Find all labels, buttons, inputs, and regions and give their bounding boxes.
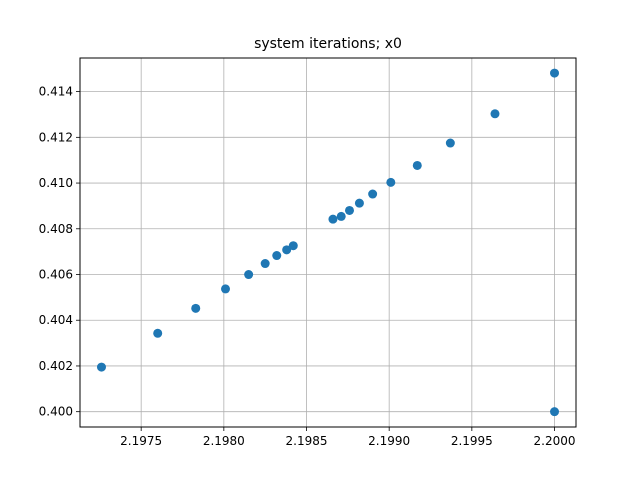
data-point — [272, 251, 282, 261]
data-point — [153, 328, 163, 338]
data-point — [550, 407, 560, 417]
data-point — [328, 214, 338, 224]
y-tick-label: 0.412 — [39, 130, 73, 144]
y-axis: 0.400 0.402 0.404 0.406 0.408 0.410 0.412 0.414 — [39, 85, 80, 419]
data-point — [336, 211, 346, 221]
y-tick-label: 0.404 — [39, 313, 73, 327]
x-tick-label: 2.1980 — [203, 434, 245, 448]
data-point — [445, 138, 455, 148]
data-point — [220, 284, 230, 294]
data-point — [550, 68, 560, 78]
x-tick-label: 2.1995 — [451, 434, 493, 448]
y-tick-label: 0.400 — [39, 405, 73, 419]
data-point — [191, 303, 201, 313]
data-point — [354, 198, 364, 208]
axes-frame — [79, 57, 577, 428]
chart-title: system iterations; x0 — [254, 36, 402, 52]
data-point — [244, 270, 254, 280]
x-tick-label: 2.2000 — [534, 434, 576, 448]
data-point — [288, 241, 298, 251]
data-point — [368, 189, 378, 199]
data-point — [490, 109, 500, 119]
data-point — [386, 177, 396, 187]
y-tick-label: 0.408 — [39, 222, 73, 236]
data-point — [96, 362, 106, 372]
data-point — [282, 245, 292, 255]
x-tick-label: 2.1975 — [120, 434, 162, 448]
grid-lines — [80, 58, 576, 427]
y-tick-label: 0.414 — [39, 85, 73, 99]
data-point — [344, 205, 354, 215]
y-tick-label: 0.410 — [39, 176, 73, 190]
data-point — [412, 160, 422, 170]
data-points — [96, 68, 560, 417]
y-tick-label: 0.402 — [39, 359, 73, 373]
x-axis: 2.1975 2.1980 2.1985 2.1990 2.1995 2.2000 — [120, 427, 576, 448]
x-tick-label: 2.1985 — [286, 434, 328, 448]
x-tick-label: 2.1990 — [368, 434, 410, 448]
data-point — [260, 259, 270, 269]
y-tick-label: 0.406 — [39, 268, 73, 282]
